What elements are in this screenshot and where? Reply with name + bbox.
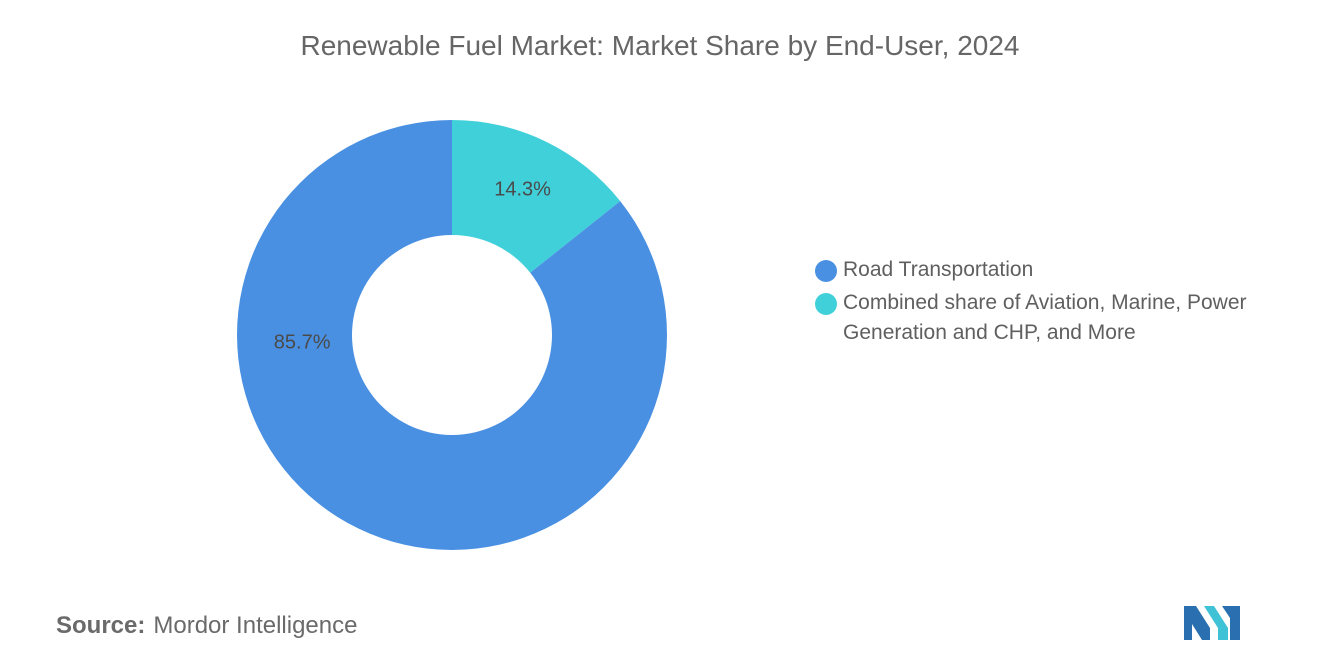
donut-slice-label-0: 14.3%: [494, 179, 551, 201]
donut-slice-1: [237, 120, 668, 550]
source-label: Source:: [56, 612, 146, 639]
legend-item-0: Road Transportation: [815, 258, 1295, 285]
legend-label-1: Combined share of Aviation, Marine, Powe…: [843, 291, 1247, 344]
legend-label-0: Road Transportation: [843, 258, 1034, 281]
donut-slice-label-1: 85.7%: [274, 332, 331, 354]
legend-swatch-0: [815, 260, 837, 282]
donut-slice-0: [452, 120, 621, 273]
chart-title: Renewable Fuel Market: Market Share by E…: [300, 30, 1020, 61]
legend-item-1: Combined share of Aviation, Marine, Powe…: [815, 291, 1295, 348]
mordor-intelligence-logo-icon: [1184, 606, 1240, 640]
source-value: Mordor Intelligence: [153, 612, 358, 639]
chart-legend: Road Transportation Combined share of Avi…: [815, 258, 1295, 354]
source-note: Source: Mordor Intelligence: [56, 612, 357, 640]
legend-swatch-1: [815, 293, 837, 315]
